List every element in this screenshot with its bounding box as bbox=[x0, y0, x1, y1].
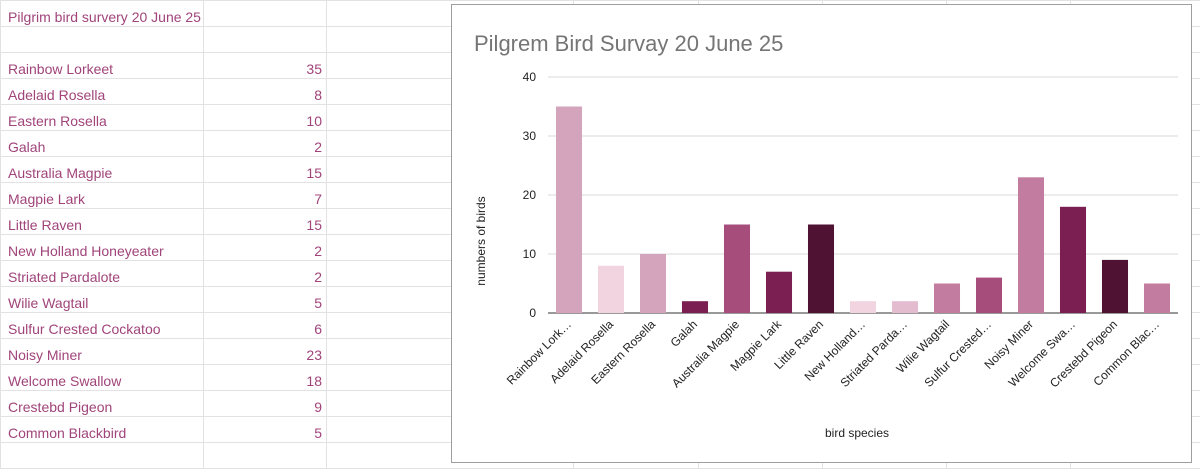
bar[interactable] bbox=[555, 106, 583, 314]
count-cell[interactable]: 9 bbox=[314, 399, 322, 415]
bar[interactable] bbox=[807, 224, 835, 314]
species-cell[interactable]: Striated Pardalote bbox=[8, 269, 121, 285]
bar[interactable] bbox=[765, 271, 793, 313]
y-tick-label: 0 bbox=[529, 306, 536, 320]
bar[interactable] bbox=[723, 224, 751, 314]
species-cell[interactable]: New Holland Honeyeater bbox=[8, 243, 164, 259]
species-cell[interactable]: Common Blackbird bbox=[8, 425, 127, 441]
y-tick-label: 20 bbox=[523, 188, 537, 202]
bar[interactable] bbox=[1143, 283, 1171, 314]
count-cell[interactable]: 15 bbox=[306, 217, 322, 233]
bar[interactable] bbox=[597, 265, 625, 313]
x-tick-label: Galah bbox=[668, 317, 701, 350]
count-cell[interactable]: 5 bbox=[314, 425, 322, 441]
data-sheet: Pilgrim bird survery 20 June 25 Rainbow … bbox=[0, 0, 450, 469]
sheet-title-cell[interactable]: Pilgrim bird survery 20 June 25 bbox=[8, 9, 201, 25]
y-tick-label: 40 bbox=[523, 70, 537, 84]
species-cell[interactable]: Magpie Lark bbox=[8, 191, 86, 207]
species-cell[interactable]: Galah bbox=[8, 139, 46, 155]
column-divider bbox=[203, 0, 204, 469]
column-divider bbox=[326, 0, 327, 469]
bar[interactable] bbox=[1101, 259, 1129, 313]
y-axis-label: numbers of birds bbox=[474, 196, 488, 285]
y-tick-label: 10 bbox=[523, 247, 537, 261]
count-cell[interactable]: 8 bbox=[314, 87, 322, 103]
count-cell[interactable]: 2 bbox=[314, 269, 322, 285]
species-cell[interactable]: Welcome Swallow bbox=[8, 373, 122, 389]
species-cell[interactable]: Adelaid Rosella bbox=[8, 87, 106, 103]
bar[interactable] bbox=[933, 283, 961, 314]
count-cell[interactable]: 2 bbox=[314, 243, 322, 259]
bar[interactable] bbox=[1017, 177, 1045, 313]
x-axis-label: bird species bbox=[825, 426, 889, 440]
count-cell[interactable]: 5 bbox=[314, 295, 322, 311]
bar-chart[interactable]: Pilgrem Bird Survay 20 June 25 0 10 20 30 40 R… bbox=[451, 4, 1192, 463]
count-cell[interactable]: 18 bbox=[306, 373, 322, 389]
species-cell[interactable]: Rainbow Lorkeet bbox=[8, 61, 114, 77]
count-cell[interactable]: 23 bbox=[306, 347, 322, 363]
bar[interactable] bbox=[639, 254, 667, 313]
species-cell[interactable]: Wilie Wagtail bbox=[8, 295, 89, 311]
species-cell[interactable]: Little Raven bbox=[8, 217, 82, 233]
species-cell[interactable]: Sulfur Crested Cockatoo bbox=[8, 321, 161, 337]
count-cell[interactable]: 35 bbox=[306, 61, 322, 77]
bar[interactable] bbox=[849, 301, 877, 313]
y-tick-label: 30 bbox=[523, 129, 537, 143]
bar[interactable] bbox=[891, 301, 919, 313]
chart-svg: Pilgrem Bird Survay 20 June 25010203040R… bbox=[474, 31, 1178, 440]
count-cell[interactable]: 6 bbox=[314, 321, 322, 337]
chart-title: Pilgrem Bird Survay 20 June 25 bbox=[474, 31, 783, 56]
species-cell[interactable]: Eastern Rosella bbox=[8, 113, 107, 129]
count-cell[interactable]: 15 bbox=[306, 165, 322, 181]
species-cell[interactable]: Noisy Miner bbox=[8, 347, 82, 363]
count-cell[interactable]: 7 bbox=[314, 191, 322, 207]
count-cell[interactable]: 10 bbox=[306, 113, 322, 129]
species-cell[interactable]: Crestebd Pigeon bbox=[8, 399, 113, 415]
bar[interactable] bbox=[1059, 206, 1087, 313]
count-cell[interactable]: 2 bbox=[314, 139, 322, 155]
bar[interactable] bbox=[681, 301, 709, 313]
species-cell[interactable]: Australia Magpie bbox=[8, 165, 113, 181]
bar[interactable] bbox=[975, 277, 1003, 313]
